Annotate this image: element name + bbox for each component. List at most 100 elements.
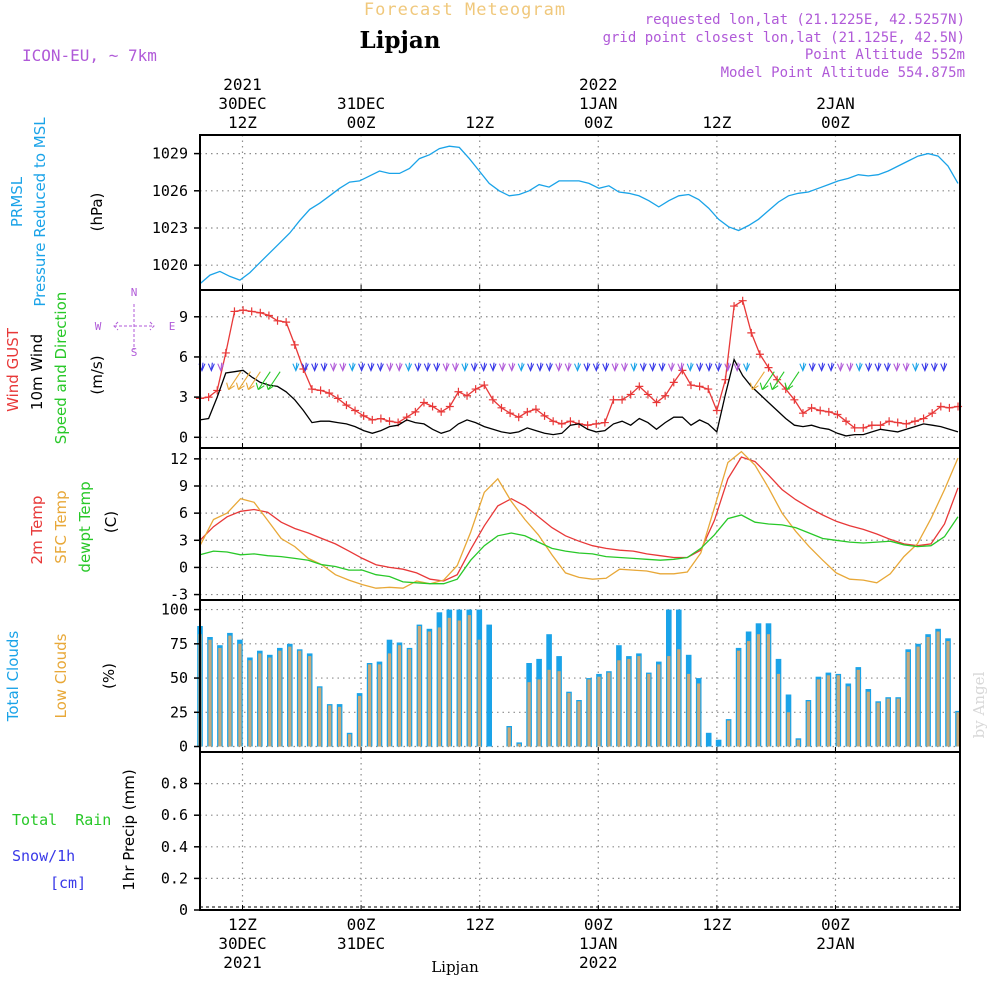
low-clouds-bar	[607, 672, 611, 747]
y-tick-label: 0.6	[161, 806, 188, 824]
temp-unit: (C)	[102, 511, 120, 533]
gust-marker	[928, 409, 937, 418]
gust-marker	[282, 318, 291, 327]
gust-marker	[230, 307, 239, 316]
gust-marker	[428, 402, 437, 411]
wind-direction-arrow	[808, 362, 816, 373]
bottom-axis-label: 12Z	[702, 915, 731, 934]
wind-direction-arrow	[498, 362, 506, 373]
gust-marker	[919, 414, 928, 423]
wind-barb	[245, 371, 261, 391]
wind-direction-arrow	[555, 362, 563, 373]
low-clouds-bar	[447, 617, 451, 747]
low-clouds-bar	[597, 676, 601, 747]
panel-clouds: 0 25 50 75 100	[161, 599, 961, 756]
low-clouds-bar	[358, 695, 362, 747]
low-clouds-bar	[208, 639, 212, 747]
total-clouds-bar	[715, 739, 722, 747]
gust-marker	[376, 414, 385, 423]
model-label: ICON-EU, ~ 7km	[22, 46, 157, 65]
gust-marker	[618, 395, 627, 404]
low-clouds-bar	[786, 712, 791, 747]
wind-barb	[255, 371, 271, 391]
temp-sfc-label: SFC Temp	[52, 490, 70, 563]
bottom-axis-label: 00Z	[347, 915, 376, 934]
wind-direction-arrow	[714, 362, 722, 373]
wind-direction-arrow	[705, 362, 713, 373]
wind-barb	[226, 371, 242, 391]
gust-marker	[247, 307, 256, 316]
gust-marker	[609, 395, 618, 404]
low-clouds-bar	[677, 649, 681, 747]
y-tick-label: 25	[170, 703, 188, 721]
y-tick-label: 12	[170, 450, 188, 468]
low-clouds-bar	[467, 615, 471, 747]
gust-marker	[755, 350, 764, 359]
gust-marker	[307, 385, 316, 394]
low-clouds-bar	[278, 650, 282, 747]
watermark: by Angel	[970, 671, 988, 738]
low-clouds-bar	[477, 639, 481, 747]
wind-direction-arrow	[667, 362, 675, 373]
y-tick-label: 6	[179, 348, 188, 366]
y-tick-label: 0.4	[161, 838, 188, 856]
gust-marker	[626, 390, 635, 399]
panel-frame	[199, 751, 961, 911]
gust-marker	[730, 302, 739, 311]
wind-direction-arrow	[395, 362, 403, 373]
top-axis-label: 00Z	[584, 113, 613, 132]
low-clouds-bar	[876, 702, 880, 747]
y-tick-label: 1026	[152, 182, 188, 200]
low-clouds-bar	[846, 686, 850, 747]
low-clouds-bar	[766, 634, 771, 747]
panel-precip: 0 0.2 0.4 0.6 0.8	[161, 751, 961, 919]
low-clouds-bar	[567, 693, 571, 747]
gust-marker	[497, 403, 506, 412]
bottom-axis-label: 00Z	[821, 915, 850, 934]
gust-marker	[540, 411, 549, 420]
wind-10m-label: 10m Wind	[28, 334, 46, 410]
y-tick-label: 1023	[152, 219, 188, 237]
gust-marker	[885, 417, 894, 426]
point-altitude: Point Altitude 552m	[805, 47, 965, 63]
gust-marker	[902, 419, 911, 428]
low-clouds-bar	[527, 682, 531, 747]
gust-marker	[600, 418, 609, 427]
y-tick-label: 0	[179, 901, 188, 919]
total-rain-label: Total Rain	[12, 811, 111, 829]
y-tick-label: 0	[179, 738, 188, 756]
gust-marker	[549, 417, 558, 426]
low-clouds-bar	[896, 698, 900, 747]
series-line-dewpt-temp	[199, 514, 959, 585]
gust-marker	[445, 402, 454, 411]
low-clouds-bar	[776, 673, 781, 747]
wind-direction-arrow	[423, 362, 431, 373]
wind-unit: (m/s)	[88, 355, 106, 394]
requested-coords: requested lon,lat (21.1225E, 42.5257N)	[645, 12, 965, 28]
wind-direction-arrow	[489, 362, 497, 373]
wind-direction-arrow	[846, 362, 854, 373]
wind-direction-arrow	[311, 362, 319, 373]
gust-marker	[316, 386, 325, 395]
pressure-label: Pressure Reduced to MSL	[31, 117, 49, 307]
low-clouds-bar	[936, 631, 940, 747]
wind-direction-arrow	[405, 362, 413, 373]
location-title: Lipjan	[360, 27, 441, 54]
snow-unit-label: [cm]	[50, 874, 86, 892]
gust-marker	[893, 418, 902, 427]
low-clouds-bar	[906, 652, 910, 747]
wind-barb	[769, 371, 785, 391]
wind-direction-arrow	[799, 362, 807, 373]
low-clouds-bar	[647, 673, 651, 747]
gust-marker	[325, 389, 334, 398]
wind-direction-arrow	[508, 362, 516, 373]
gust-marker	[850, 423, 859, 432]
y-tick-label: 3	[179, 531, 188, 549]
low-clouds-bar	[348, 734, 352, 747]
gust-marker	[643, 390, 652, 399]
gust-marker	[342, 401, 351, 410]
wind-direction-arrow	[292, 362, 300, 373]
low-clouds-bar	[248, 660, 252, 747]
low-clouds-bar	[407, 649, 412, 747]
gust-marker	[738, 296, 747, 305]
